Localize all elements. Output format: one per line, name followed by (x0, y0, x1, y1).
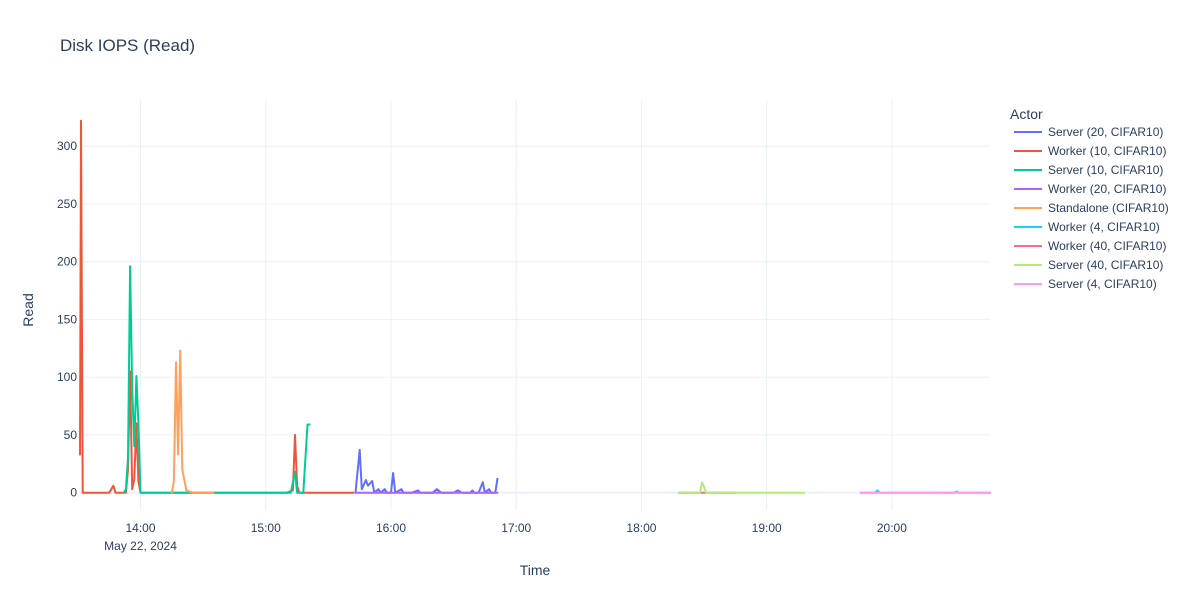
y-axis-title: Read (20, 293, 36, 326)
gridlines (80, 100, 990, 510)
x-tick-label: 17:00 (501, 521, 531, 535)
series-line-3[interactable] (122, 265, 311, 494)
plot-area[interactable] (79, 119, 991, 494)
legend-item[interactable]: Server (20, CIFAR10) (1014, 125, 1163, 139)
legend-item[interactable]: Worker (40, CIFAR10) (1014, 239, 1166, 253)
y-axis: 0 50 100 150 200 250 300 (57, 139, 77, 499)
y-tick-label: 50 (64, 428, 78, 442)
x-tick-label: 19:00 (752, 521, 782, 535)
legend-label: Server (40, CIFAR10) (1048, 258, 1163, 272)
x-tick-label: 14:00 (126, 521, 156, 535)
legend-item[interactable]: Worker (20, CIFAR10) (1014, 182, 1166, 196)
legend-title: Actor (1010, 106, 1043, 122)
y-tick-label: 0 (70, 486, 77, 500)
legend-label: Server (20, CIFAR10) (1048, 125, 1163, 139)
x-tick-label: 16:00 (376, 521, 406, 535)
legend-label: Server (4, CIFAR10) (1048, 277, 1157, 291)
series-line-5[interactable] (170, 349, 215, 494)
x-axis: 14:00 May 22, 2024 15:00 16:00 17:00 18:00 19:… (104, 521, 907, 553)
legend-item[interactable]: Server (4, CIFAR10) (1014, 277, 1157, 291)
legend-item[interactable]: Server (10, CIFAR10) (1014, 163, 1163, 177)
x-tick-sublabel: May 22, 2024 (104, 539, 177, 553)
legend-item[interactable]: Server (40, CIFAR10) (1014, 258, 1163, 272)
y-tick-label: 300 (57, 139, 77, 153)
legend-label: Worker (40, CIFAR10) (1048, 239, 1166, 253)
x-tick-label: 18:00 (626, 521, 656, 535)
x-tick-label: 15:00 (251, 521, 281, 535)
legend-label: Worker (20, CIFAR10) (1048, 182, 1166, 196)
y-tick-label: 100 (57, 370, 77, 384)
legend-label: Worker (4, CIFAR10) (1048, 220, 1160, 234)
legend-item[interactable]: Worker (10, CIFAR10) (1014, 144, 1166, 158)
legend: Actor Server (20, CIFAR10) Worker (10, CI… (1010, 106, 1169, 291)
y-tick-label: 250 (57, 197, 77, 211)
series-line-2[interactable] (79, 119, 355, 494)
legend-label: Standalone (CIFAR10) (1048, 201, 1169, 215)
x-axis-title: Time (520, 562, 551, 578)
chart-title: Disk IOPS (Read) (60, 36, 195, 55)
legend-item[interactable]: Standalone (CIFAR10) (1014, 201, 1169, 215)
series-line-1[interactable] (354, 448, 499, 494)
series-line-8[interactable] (678, 481, 806, 494)
y-tick-label: 150 (57, 312, 77, 326)
x-tick-label: 20:00 (877, 521, 907, 535)
legend-label: Server (10, CIFAR10) (1048, 163, 1163, 177)
legend-item[interactable]: Worker (4, CIFAR10) (1014, 220, 1160, 234)
y-tick-label: 200 (57, 255, 77, 269)
legend-label: Worker (10, CIFAR10) (1048, 144, 1166, 158)
